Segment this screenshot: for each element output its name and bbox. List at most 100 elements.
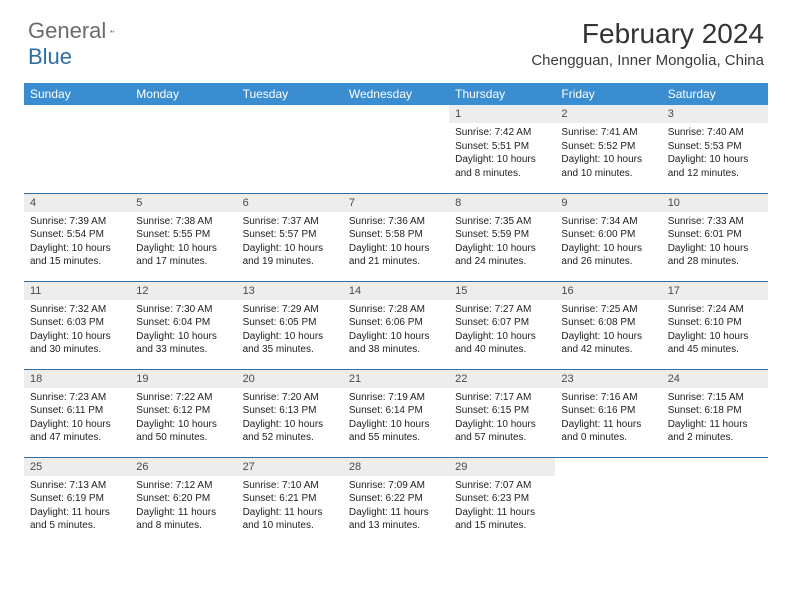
sunset-text: Sunset: 6:21 PM: [243, 492, 337, 506]
sunrise-text: Sunrise: 7:15 AM: [668, 391, 762, 405]
cell-body: Sunrise: 7:42 AMSunset: 5:51 PMDaylight:…: [449, 123, 555, 184]
calendar-cell: 13Sunrise: 7:29 AMSunset: 6:05 PMDayligh…: [237, 281, 343, 369]
daylight2-text: and 17 minutes.: [136, 255, 230, 269]
day-number: 4: [24, 194, 130, 212]
cell-body: Sunrise: 7:35 AMSunset: 5:59 PMDaylight:…: [449, 212, 555, 273]
sunrise-text: Sunrise: 7:37 AM: [243, 215, 337, 229]
daylight1-text: Daylight: 10 hours: [136, 330, 230, 344]
daylight2-text: and 5 minutes.: [30, 519, 124, 533]
sunset-text: Sunset: 6:14 PM: [349, 404, 443, 418]
calendar-row: 25Sunrise: 7:13 AMSunset: 6:19 PMDayligh…: [24, 457, 768, 545]
cell-body: Sunrise: 7:19 AMSunset: 6:14 PMDaylight:…: [343, 388, 449, 449]
location-text: Chengguan, Inner Mongolia, China: [531, 52, 764, 69]
day-number: [130, 105, 236, 123]
sunset-text: Sunset: 6:23 PM: [455, 492, 549, 506]
daylight1-text: Daylight: 10 hours: [561, 153, 655, 167]
calendar-cell: [662, 457, 768, 545]
cell-body: Sunrise: 7:09 AMSunset: 6:22 PMDaylight:…: [343, 476, 449, 537]
calendar-cell: 8Sunrise: 7:35 AMSunset: 5:59 PMDaylight…: [449, 193, 555, 281]
daylight2-text: and 24 minutes.: [455, 255, 549, 269]
day-number: 22: [449, 370, 555, 388]
sunset-text: Sunset: 5:52 PM: [561, 140, 655, 154]
sunset-text: Sunset: 6:01 PM: [668, 228, 762, 242]
sunset-text: Sunset: 6:13 PM: [243, 404, 337, 418]
sunrise-text: Sunrise: 7:12 AM: [136, 479, 230, 493]
sunrise-text: Sunrise: 7:22 AM: [136, 391, 230, 405]
cell-body: Sunrise: 7:25 AMSunset: 6:08 PMDaylight:…: [555, 300, 661, 361]
sunrise-text: Sunrise: 7:36 AM: [349, 215, 443, 229]
daylight2-text: and 40 minutes.: [455, 343, 549, 357]
daylight1-text: Daylight: 10 hours: [668, 330, 762, 344]
calendar-cell: 11Sunrise: 7:32 AMSunset: 6:03 PMDayligh…: [24, 281, 130, 369]
day-number: 20: [237, 370, 343, 388]
calendar-cell: 28Sunrise: 7:09 AMSunset: 6:22 PMDayligh…: [343, 457, 449, 545]
daylight1-text: Daylight: 10 hours: [30, 242, 124, 256]
cell-body: Sunrise: 7:27 AMSunset: 6:07 PMDaylight:…: [449, 300, 555, 361]
cell-body: Sunrise: 7:32 AMSunset: 6:03 PMDaylight:…: [24, 300, 130, 361]
sunrise-text: Sunrise: 7:23 AM: [30, 391, 124, 405]
sunrise-text: Sunrise: 7:30 AM: [136, 303, 230, 317]
sunrise-text: Sunrise: 7:34 AM: [561, 215, 655, 229]
weekday-header: Tuesday: [237, 83, 343, 105]
weekday-header: Saturday: [662, 83, 768, 105]
day-number: 26: [130, 458, 236, 476]
daylight2-text: and 28 minutes.: [668, 255, 762, 269]
weekday-header: Sunday: [24, 83, 130, 105]
weekday-header: Friday: [555, 83, 661, 105]
calendar-cell: 14Sunrise: 7:28 AMSunset: 6:06 PMDayligh…: [343, 281, 449, 369]
cell-body: Sunrise: 7:39 AMSunset: 5:54 PMDaylight:…: [24, 212, 130, 273]
daylight1-text: Daylight: 11 hours: [243, 506, 337, 520]
daylight1-text: Daylight: 11 hours: [136, 506, 230, 520]
weekday-header: Monday: [130, 83, 236, 105]
day-number: 9: [555, 194, 661, 212]
calendar-cell: 9Sunrise: 7:34 AMSunset: 6:00 PMDaylight…: [555, 193, 661, 281]
day-number: 10: [662, 194, 768, 212]
daylight1-text: Daylight: 10 hours: [30, 330, 124, 344]
day-number: 16: [555, 282, 661, 300]
sunset-text: Sunset: 6:06 PM: [349, 316, 443, 330]
logo-sail-icon: [110, 24, 114, 38]
calendar-cell: 19Sunrise: 7:22 AMSunset: 6:12 PMDayligh…: [130, 369, 236, 457]
calendar-cell: 6Sunrise: 7:37 AMSunset: 5:57 PMDaylight…: [237, 193, 343, 281]
day-number: 19: [130, 370, 236, 388]
calendar-cell: 22Sunrise: 7:17 AMSunset: 6:15 PMDayligh…: [449, 369, 555, 457]
sunset-text: Sunset: 5:58 PM: [349, 228, 443, 242]
weekday-header: Wednesday: [343, 83, 449, 105]
cell-body: Sunrise: 7:33 AMSunset: 6:01 PMDaylight:…: [662, 212, 768, 273]
day-number: [662, 458, 768, 476]
sunset-text: Sunset: 5:54 PM: [30, 228, 124, 242]
sunrise-text: Sunrise: 7:20 AM: [243, 391, 337, 405]
calendar-cell: [237, 105, 343, 193]
calendar-cell: [343, 105, 449, 193]
cell-body: Sunrise: 7:16 AMSunset: 6:16 PMDaylight:…: [555, 388, 661, 449]
day-number: [24, 105, 130, 123]
sunrise-text: Sunrise: 7:16 AM: [561, 391, 655, 405]
calendar-body: 1Sunrise: 7:42 AMSunset: 5:51 PMDaylight…: [24, 105, 768, 545]
daylight1-text: Daylight: 11 hours: [349, 506, 443, 520]
sunset-text: Sunset: 6:18 PM: [668, 404, 762, 418]
daylight1-text: Daylight: 10 hours: [243, 418, 337, 432]
sunrise-text: Sunrise: 7:40 AM: [668, 126, 762, 140]
sunrise-text: Sunrise: 7:13 AM: [30, 479, 124, 493]
sunrise-text: Sunrise: 7:33 AM: [668, 215, 762, 229]
calendar-cell: 16Sunrise: 7:25 AMSunset: 6:08 PMDayligh…: [555, 281, 661, 369]
day-number: 21: [343, 370, 449, 388]
sunset-text: Sunset: 6:08 PM: [561, 316, 655, 330]
sunset-text: Sunset: 5:57 PM: [243, 228, 337, 242]
calendar-cell: 23Sunrise: 7:16 AMSunset: 6:16 PMDayligh…: [555, 369, 661, 457]
sunrise-text: Sunrise: 7:09 AM: [349, 479, 443, 493]
day-number: [237, 105, 343, 123]
calendar-row: 11Sunrise: 7:32 AMSunset: 6:03 PMDayligh…: [24, 281, 768, 369]
logo-word1: General: [28, 18, 106, 44]
sunset-text: Sunset: 6:05 PM: [243, 316, 337, 330]
daylight2-text: and 38 minutes.: [349, 343, 443, 357]
daylight1-text: Daylight: 10 hours: [243, 330, 337, 344]
sunrise-text: Sunrise: 7:25 AM: [561, 303, 655, 317]
cell-body: Sunrise: 7:22 AMSunset: 6:12 PMDaylight:…: [130, 388, 236, 449]
daylight1-text: Daylight: 10 hours: [30, 418, 124, 432]
daylight2-text: and 10 minutes.: [561, 167, 655, 181]
cell-body: Sunrise: 7:07 AMSunset: 6:23 PMDaylight:…: [449, 476, 555, 537]
cell-body: Sunrise: 7:15 AMSunset: 6:18 PMDaylight:…: [662, 388, 768, 449]
calendar-row: 18Sunrise: 7:23 AMSunset: 6:11 PMDayligh…: [24, 369, 768, 457]
daylight2-text: and 13 minutes.: [349, 519, 443, 533]
